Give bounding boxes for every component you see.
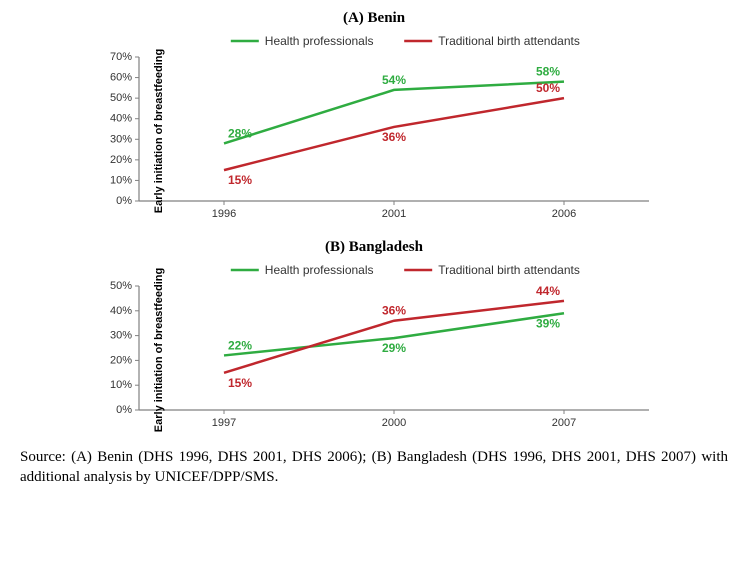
svg-text:0%: 0% bbox=[116, 195, 132, 207]
svg-text:29%: 29% bbox=[382, 341, 406, 355]
svg-text:50%: 50% bbox=[110, 92, 132, 104]
chart-wrap: Early initiation of breastfeeding 0% 10% 20… bbox=[79, 260, 669, 440]
svg-text:Health professionals: Health professionals bbox=[265, 34, 374, 48]
svg-text:2000: 2000 bbox=[382, 417, 406, 429]
svg-text:22%: 22% bbox=[228, 338, 252, 352]
chart-title: (A) Benin bbox=[20, 10, 728, 27]
svg-text:Traditional birth attendants: Traditional birth attendants bbox=[438, 34, 580, 48]
svg-text:60%: 60% bbox=[110, 71, 132, 83]
svg-text:2007: 2007 bbox=[552, 417, 576, 429]
svg-text:58%: 58% bbox=[536, 64, 560, 78]
svg-text:30%: 30% bbox=[110, 133, 132, 145]
svg-text:1997: 1997 bbox=[212, 417, 236, 429]
y-axis-label: Early initiation of breastfeeding bbox=[153, 268, 165, 432]
svg-text:28%: 28% bbox=[228, 126, 252, 140]
svg-text:1996: 1996 bbox=[212, 208, 236, 220]
line-chart: 0% 10% 20% 30% 40% 50% 1997 2000 2007 Health prof… bbox=[79, 258, 669, 443]
chart-wrap: Early initiation of breastfeeding 0% 10% 20… bbox=[79, 31, 669, 231]
svg-text:70%: 70% bbox=[110, 51, 132, 63]
svg-text:30%: 30% bbox=[110, 329, 132, 341]
svg-text:15%: 15% bbox=[228, 173, 252, 187]
chart-title: (B) Bangladesh bbox=[20, 239, 728, 256]
svg-text:50%: 50% bbox=[536, 81, 560, 95]
svg-text:40%: 40% bbox=[110, 304, 132, 316]
chart-panel-1: (B) Bangladesh Early initiation of breast… bbox=[20, 239, 728, 440]
svg-text:20%: 20% bbox=[110, 354, 132, 366]
svg-text:50%: 50% bbox=[110, 280, 132, 292]
svg-text:15%: 15% bbox=[228, 375, 252, 389]
source-note: Source: (A) Benin (DHS 1996, DHS 2001, D… bbox=[20, 448, 728, 487]
line-chart: 0% 10% 20% 30% 40% 50% 60% 70% 1996 2001 2006 Healt… bbox=[79, 29, 669, 234]
svg-text:2001: 2001 bbox=[382, 208, 406, 220]
svg-text:10%: 10% bbox=[110, 379, 132, 391]
svg-text:2006: 2006 bbox=[552, 208, 576, 220]
svg-text:Health professionals: Health professionals bbox=[265, 263, 374, 277]
svg-text:40%: 40% bbox=[110, 112, 132, 124]
svg-text:10%: 10% bbox=[110, 174, 132, 186]
svg-text:36%: 36% bbox=[382, 129, 406, 143]
charts-container: (A) Benin Early initiation of breastfeedi… bbox=[20, 10, 728, 440]
svg-text:0%: 0% bbox=[116, 404, 132, 416]
svg-text:20%: 20% bbox=[110, 153, 132, 165]
svg-text:36%: 36% bbox=[382, 303, 406, 317]
svg-text:Traditional birth attendants: Traditional birth attendants bbox=[438, 263, 580, 277]
svg-text:39%: 39% bbox=[536, 316, 560, 330]
y-axis-label: Early initiation of breastfeeding bbox=[153, 49, 165, 213]
chart-panel-0: (A) Benin Early initiation of breastfeedi… bbox=[20, 10, 728, 231]
svg-text:44%: 44% bbox=[536, 283, 560, 297]
svg-text:54%: 54% bbox=[382, 72, 406, 86]
